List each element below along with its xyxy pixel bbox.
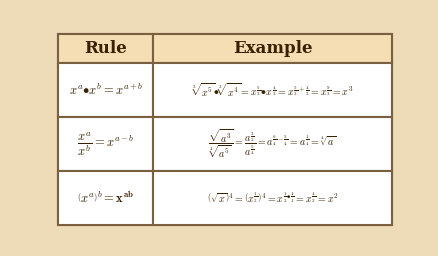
Bar: [58, 117, 153, 171]
Text: $\left(\sqrt{x}\right)^{4} = \left(x^{\frac{1}{2}}\right)^{4} = x^{\frac{1}{2}{\: $\left(\sqrt{x}\right)^{4} = \left(x^{\f…: [206, 191, 338, 205]
Text: Example: Example: [232, 40, 311, 57]
Text: $\sqrt[3]{x^5}{\bullet}\sqrt[3]{x^4} = x^{\frac{5}{3}}{\bullet}x^{\frac{4}{3}} =: $\sqrt[3]{x^5}{\bullet}\sqrt[3]{x^4} = x…: [191, 81, 353, 99]
Text: Rule: Rule: [84, 40, 127, 57]
Text: $\dfrac{\sqrt{a^3}}{\sqrt[4]{a^5}} = \dfrac{a^{\frac{3}{2}}}{a^{\frac{5}{4}}} = : $\dfrac{\sqrt{a^3}}{\sqrt[4]{a^5}} = \df…: [208, 127, 336, 161]
Bar: [58, 63, 153, 117]
Text: $\dfrac{x^{a}}{x^{b}} = x^{a-b}$: $\dfrac{x^{a}}{x^{b}} = x^{a-b}$: [77, 130, 134, 158]
Text: $\left(x^{a}\right)^{b} = \mathbf{x^{ab}}$: $\left(x^{a}\right)^{b} = \mathbf{x^{ab}…: [77, 190, 134, 206]
Bar: [153, 117, 391, 171]
Bar: [58, 171, 153, 225]
Bar: [153, 171, 391, 225]
Bar: [153, 63, 391, 117]
Bar: [58, 34, 153, 63]
Text: $x^{a}{\bullet}x^{b} = x^{a+b}$: $x^{a}{\bullet}x^{b} = x^{a+b}$: [68, 83, 143, 98]
Bar: [153, 34, 391, 63]
